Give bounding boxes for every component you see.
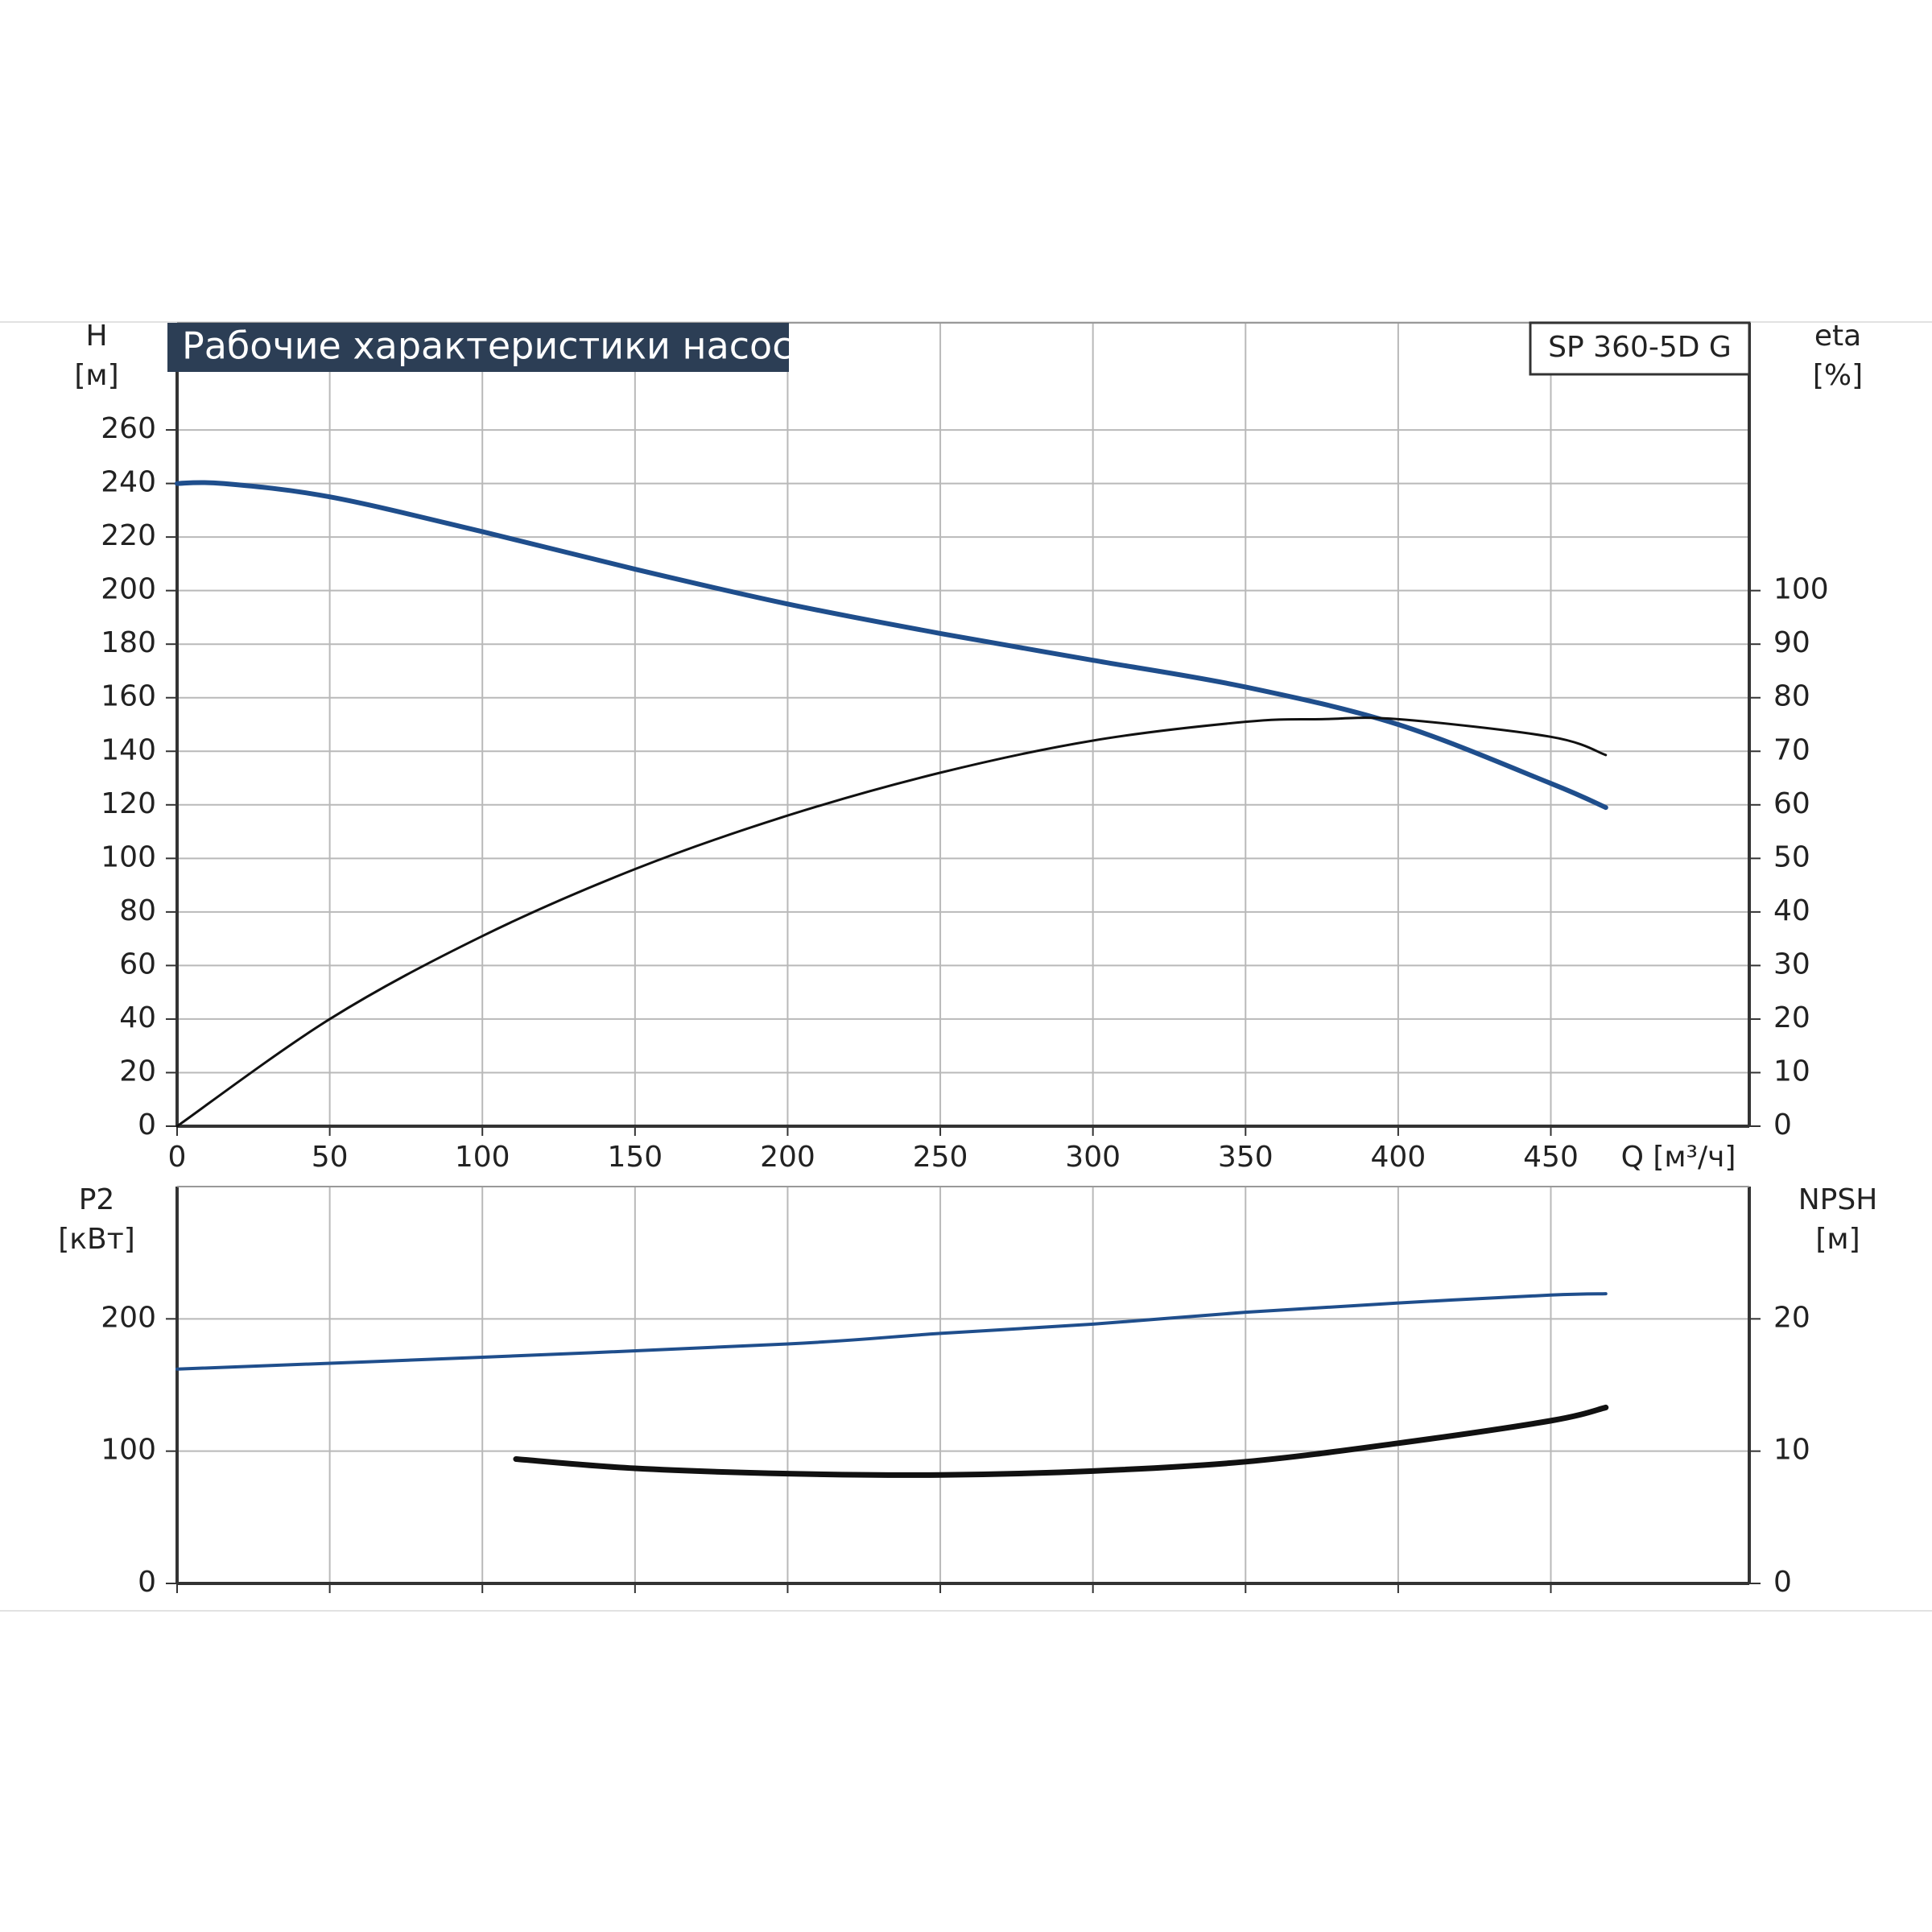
model-box — [1529, 321, 1751, 376]
y2-tick-label: 10 — [1773, 1434, 1810, 1467]
y2-tick-label: 100 — [1773, 573, 1829, 606]
y2-tick-label: 80 — [1773, 680, 1810, 713]
x-tick-label: 150 — [607, 1141, 663, 1174]
x-axis-label: Q [м³/ч] — [1621, 1141, 1736, 1174]
x-tick-label: 400 — [1371, 1141, 1426, 1174]
y-tick-label: 100 — [101, 1434, 156, 1467]
curve — [175, 716, 1608, 1128]
x-tick-label: 100 — [455, 1141, 510, 1174]
y2-axis-unit: [м] — [1815, 1223, 1860, 1256]
y-tick-label: 0 — [138, 1566, 156, 1599]
y-axis-unit: [кВт] — [58, 1223, 135, 1256]
y-tick-label: 80 — [119, 894, 156, 927]
y-tick-label: 40 — [119, 1001, 156, 1034]
y-tick-label: 180 — [101, 626, 156, 659]
y-tick-label: 260 — [101, 412, 156, 445]
curve — [175, 1292, 1608, 1371]
y2-tick-label: 0 — [1773, 1566, 1792, 1599]
x-tick-label: 450 — [1523, 1141, 1579, 1174]
y-tick-label: 60 — [119, 947, 156, 980]
y2-tick-label: 70 — [1773, 733, 1810, 766]
y2-tick-label: 20 — [1773, 1001, 1810, 1034]
y-tick-label: 160 — [101, 680, 156, 713]
y-tick-label: 220 — [101, 519, 156, 552]
y-axis-label: P2 — [79, 1183, 115, 1216]
y-tick-label: 100 — [101, 840, 156, 873]
y2-axis-label: eta — [1814, 320, 1861, 353]
y2-tick-label: 40 — [1773, 894, 1810, 927]
x-tick-label: 50 — [312, 1141, 349, 1174]
x-tick-label: 250 — [913, 1141, 968, 1174]
y-axis-unit: [м] — [74, 359, 118, 392]
y-tick-label: 120 — [101, 787, 156, 820]
y2-tick-label: 60 — [1773, 787, 1810, 820]
x-tick-label: 0 — [168, 1141, 187, 1174]
x-tick-label: 350 — [1218, 1141, 1274, 1174]
curve — [175, 480, 1608, 811]
title-box — [167, 323, 789, 372]
y-tick-label: 140 — [101, 733, 156, 766]
y2-axis-label: NPSH — [1798, 1183, 1878, 1216]
y2-tick-label: 90 — [1773, 626, 1810, 659]
x-tick-label: 300 — [1065, 1141, 1121, 1174]
y2-tick-label: 10 — [1773, 1055, 1810, 1088]
y-tick-label: 200 — [101, 1301, 156, 1334]
y2-tick-label: 20 — [1773, 1301, 1810, 1334]
y-tick-label: 200 — [101, 573, 156, 606]
chart-title: Рабочие характеристики насоса — [182, 324, 815, 368]
y-tick-label: 20 — [119, 1055, 156, 1088]
curve — [513, 1404, 1609, 1478]
y2-axis-unit: [%] — [1813, 359, 1863, 392]
y2-tick-label: 50 — [1773, 840, 1810, 873]
y2-tick-label: 30 — [1773, 947, 1810, 980]
x-tick-label: 200 — [760, 1141, 815, 1174]
y-tick-label: 0 — [138, 1108, 156, 1141]
y-axis-label: H — [85, 320, 107, 353]
y2-tick-label: 0 — [1773, 1108, 1792, 1141]
y-tick-label: 240 — [101, 466, 156, 499]
model-label: SP 360-5D G — [1548, 331, 1732, 364]
